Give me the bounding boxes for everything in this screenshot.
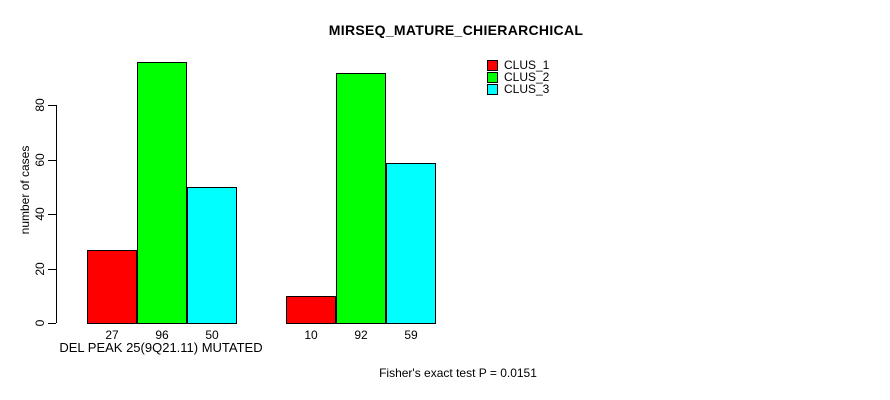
bar-value-label: 59 <box>404 328 418 342</box>
y-axis-tick-label: 20 <box>33 261 47 276</box>
y-axis-tick <box>48 268 56 270</box>
bar-clus_1-group1 <box>87 250 137 324</box>
bar-clus_2-group1 <box>137 62 187 324</box>
y-axis-tick <box>48 159 56 161</box>
legend-label: CLUS_2 <box>504 70 550 84</box>
bar-clus_3-group2 <box>386 163 436 324</box>
legend-swatch-clus-1 <box>487 59 498 71</box>
y-axis-tick-label: 80 <box>33 98 47 113</box>
bar-clus_2-group2 <box>336 73 386 324</box>
legend-label: CLUS_1 <box>504 58 550 72</box>
x-category-label: DEL PEAK 25(9Q21.11) MUTATED <box>59 340 263 355</box>
legend-item: CLUS_2 <box>487 71 549 83</box>
legend-swatch-clus-2 <box>487 71 498 83</box>
legend: CLUS_1 CLUS_2 CLUS_3 <box>487 59 549 95</box>
y-axis-tick-label: 0 <box>33 319 47 327</box>
bar-value-label: 10 <box>304 328 318 342</box>
y-axis-line <box>56 105 57 323</box>
fisher-test-annotation: Fisher's exact test P = 0.0151 <box>379 366 537 380</box>
bar-clus_1-group2 <box>286 296 336 324</box>
y-axis-tick-label: 40 <box>33 207 47 221</box>
y-axis-tick <box>48 214 56 216</box>
y-axis-tick-label: 60 <box>33 153 47 167</box>
legend-swatch-clus-3 <box>487 83 498 95</box>
y-axis-label: number of cases <box>18 145 32 235</box>
legend-item: CLUS_1 <box>487 59 549 71</box>
bar-value-label: 50 <box>205 328 219 342</box>
y-axis-tick <box>48 105 56 107</box>
bar-value-label: 92 <box>354 328 368 342</box>
y-axis-tick <box>48 323 56 324</box>
legend-label: CLUS_3 <box>504 82 550 96</box>
bar-value-label: 96 <box>155 328 169 342</box>
bar-value-label: 27 <box>105 328 119 342</box>
legend-item: CLUS_3 <box>487 83 549 95</box>
bar-clus_3-group1 <box>187 187 237 324</box>
chart-title: MIRSEQ_MATURE_CHIERARCHICAL <box>328 22 584 38</box>
